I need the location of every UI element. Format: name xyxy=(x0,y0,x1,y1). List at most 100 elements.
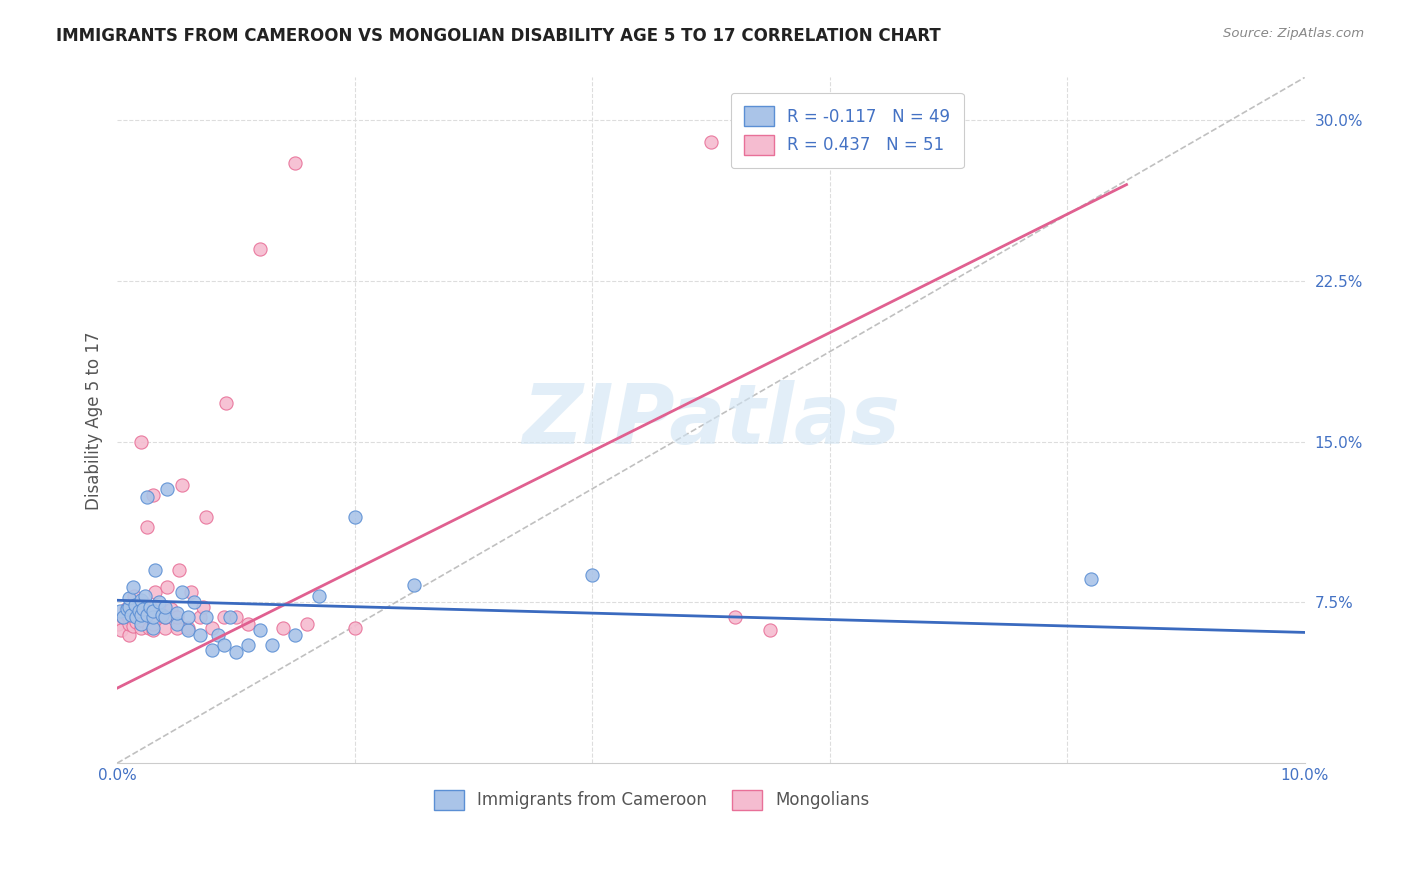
Point xyxy=(212,610,235,624)
Point xyxy=(128,604,150,618)
Point xyxy=(402,578,425,592)
Point xyxy=(118,627,141,641)
Point xyxy=(129,434,152,449)
Point xyxy=(166,616,188,631)
Point xyxy=(120,606,142,620)
Point xyxy=(121,619,143,633)
Point xyxy=(118,616,141,631)
Y-axis label: Disability Age 5 to 17: Disability Age 5 to 17 xyxy=(86,331,103,509)
Point xyxy=(308,589,330,603)
Point xyxy=(215,396,238,410)
Point xyxy=(195,610,218,624)
Point xyxy=(110,624,132,638)
Point xyxy=(107,616,129,631)
Point xyxy=(125,610,148,624)
Point xyxy=(112,610,135,624)
Point xyxy=(167,563,190,577)
Point xyxy=(143,584,166,599)
Point xyxy=(128,604,150,618)
Point xyxy=(112,610,135,624)
Point xyxy=(343,621,366,635)
Point xyxy=(115,602,138,616)
Point xyxy=(138,621,160,635)
Point xyxy=(153,610,176,624)
Point xyxy=(236,616,259,631)
Point xyxy=(129,613,152,627)
Point xyxy=(118,610,141,624)
Point xyxy=(135,520,157,534)
Point xyxy=(166,610,188,624)
Point xyxy=(142,610,165,624)
Point xyxy=(142,488,165,502)
Point xyxy=(188,627,211,641)
Point xyxy=(212,638,235,652)
Point xyxy=(249,624,271,638)
Point xyxy=(134,589,156,603)
Point xyxy=(581,567,603,582)
Point xyxy=(132,602,155,616)
Point xyxy=(148,599,170,614)
Point xyxy=(201,621,224,635)
Point xyxy=(129,593,152,607)
Point xyxy=(724,610,747,624)
Point xyxy=(142,604,165,618)
Point xyxy=(129,608,152,623)
Point xyxy=(125,615,148,629)
Point xyxy=(153,610,176,624)
Point xyxy=(759,624,782,638)
Point xyxy=(1080,572,1102,586)
Point xyxy=(156,482,179,496)
Point xyxy=(156,581,179,595)
Point xyxy=(183,595,205,609)
Point xyxy=(273,621,295,635)
Point xyxy=(343,509,366,524)
Point xyxy=(172,584,194,599)
Point xyxy=(142,616,165,631)
Point xyxy=(225,645,247,659)
Point xyxy=(118,599,141,614)
Point xyxy=(122,589,145,603)
Text: ZIPatlas: ZIPatlas xyxy=(522,380,900,461)
Point xyxy=(219,610,242,624)
Point xyxy=(124,599,146,614)
Point xyxy=(115,608,138,623)
Point xyxy=(177,624,200,638)
Point xyxy=(132,595,155,609)
Point xyxy=(150,608,173,623)
Point xyxy=(121,581,143,595)
Point xyxy=(129,621,152,635)
Point xyxy=(195,509,218,524)
Point xyxy=(225,610,247,624)
Point xyxy=(249,242,271,256)
Point xyxy=(114,602,136,616)
Point xyxy=(166,621,188,635)
Point xyxy=(177,610,200,624)
Point xyxy=(207,627,229,641)
Point xyxy=(188,610,211,624)
Point xyxy=(142,621,165,635)
Point xyxy=(236,638,259,652)
Point xyxy=(148,595,170,609)
Point xyxy=(135,491,157,505)
Text: Source: ZipAtlas.com: Source: ZipAtlas.com xyxy=(1223,27,1364,40)
Point xyxy=(201,642,224,657)
Point xyxy=(260,638,283,652)
Point xyxy=(295,616,318,631)
Point xyxy=(108,604,131,618)
Point xyxy=(177,621,200,635)
Point xyxy=(159,602,181,616)
Point xyxy=(118,591,141,606)
Point xyxy=(124,598,146,612)
Point xyxy=(166,606,188,620)
Point xyxy=(142,624,165,638)
Point xyxy=(284,156,307,170)
Point xyxy=(180,584,202,599)
Point xyxy=(284,627,307,641)
Point xyxy=(153,599,176,614)
Point xyxy=(153,621,176,635)
Point xyxy=(143,563,166,577)
Text: IMMIGRANTS FROM CAMEROON VS MONGOLIAN DISABILITY AGE 5 TO 17 CORRELATION CHART: IMMIGRANTS FROM CAMEROON VS MONGOLIAN DI… xyxy=(56,27,941,45)
Point xyxy=(139,599,162,614)
Point xyxy=(700,135,723,149)
Point xyxy=(191,599,214,614)
